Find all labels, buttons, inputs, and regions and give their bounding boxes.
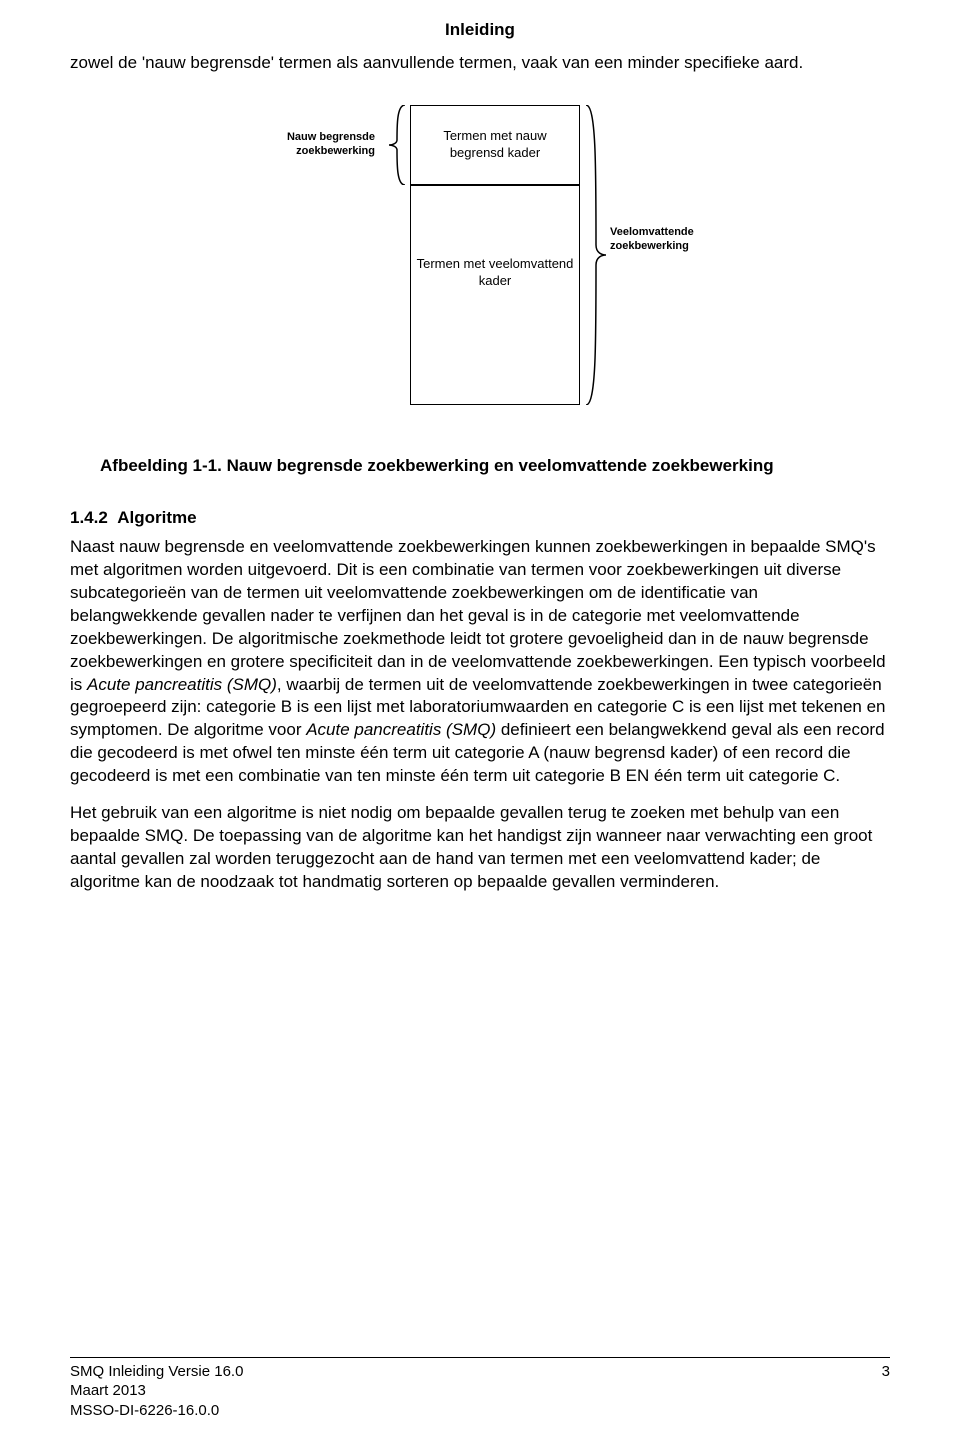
page-header-title: Inleiding bbox=[70, 20, 890, 40]
diagram-left-label: Nauw begrensde zoekbewerking bbox=[265, 130, 375, 159]
section-title: Algoritme bbox=[117, 508, 196, 527]
left-brace-icon bbox=[385, 105, 407, 185]
diagram-box-narrow: Termen met nauw begrensd kader bbox=[410, 105, 580, 185]
right-brace-icon bbox=[582, 105, 608, 405]
diagram-left-label-l1: Nauw begrensde bbox=[287, 131, 375, 143]
footer-line-2: Maart 2013 bbox=[70, 1381, 890, 1401]
footer-line-3: MSSO-DI-6226-16.0.0 bbox=[70, 1401, 890, 1421]
figure-caption: Afbeelding 1-1. Nauw begrensde zoekbewer… bbox=[100, 455, 890, 478]
body-paragraph-2: Het gebruik van een algoritme is niet no… bbox=[70, 802, 890, 894]
diagram-right-label-l1: Veelomvattende bbox=[610, 226, 694, 238]
figure-caption-label: Afbeelding 1-1. bbox=[100, 456, 222, 475]
p1-em2: Acute pancreatitis (SMQ) bbox=[306, 720, 496, 739]
section-heading: 1.4.2 Algoritme bbox=[70, 508, 890, 528]
diagram-box-broad-text: Termen met veelomvattend kader bbox=[415, 256, 575, 290]
section-number: 1.4.2 bbox=[70, 508, 108, 527]
diagram-right-label-l2: zoekbewerking bbox=[610, 240, 689, 252]
diagram-left-label-l2: zoekbewerking bbox=[296, 145, 375, 157]
footer-line-1: SMQ Inleiding Versie 16.0 bbox=[70, 1362, 890, 1382]
p1-em1: Acute pancreatitis (SMQ) bbox=[87, 675, 277, 694]
diagram-right-label: Veelomvattende zoekbewerking bbox=[610, 225, 720, 254]
diagram-box-broad: Termen met veelomvattend kader bbox=[410, 185, 580, 405]
intro-paragraph: zowel de 'nauw begrensde' termen als aan… bbox=[70, 52, 890, 75]
p1-part-a: Naast nauw begrensde en veelomvattende z… bbox=[70, 537, 886, 694]
page-footer: SMQ Inleiding Versie 16.0 Maart 2013 MSS… bbox=[70, 1357, 890, 1421]
figure-caption-text: Nauw begrensde zoekbewerking en veelomva… bbox=[227, 456, 774, 475]
bracket-diagram: Nauw begrensde zoekbewerking Termen met … bbox=[230, 105, 730, 425]
diagram-box-narrow-text: Termen met nauw begrensd kader bbox=[415, 128, 575, 162]
body-paragraph-1: Naast nauw begrensde en veelomvattende z… bbox=[70, 536, 890, 788]
footer-page-number: 3 bbox=[882, 1362, 890, 1382]
